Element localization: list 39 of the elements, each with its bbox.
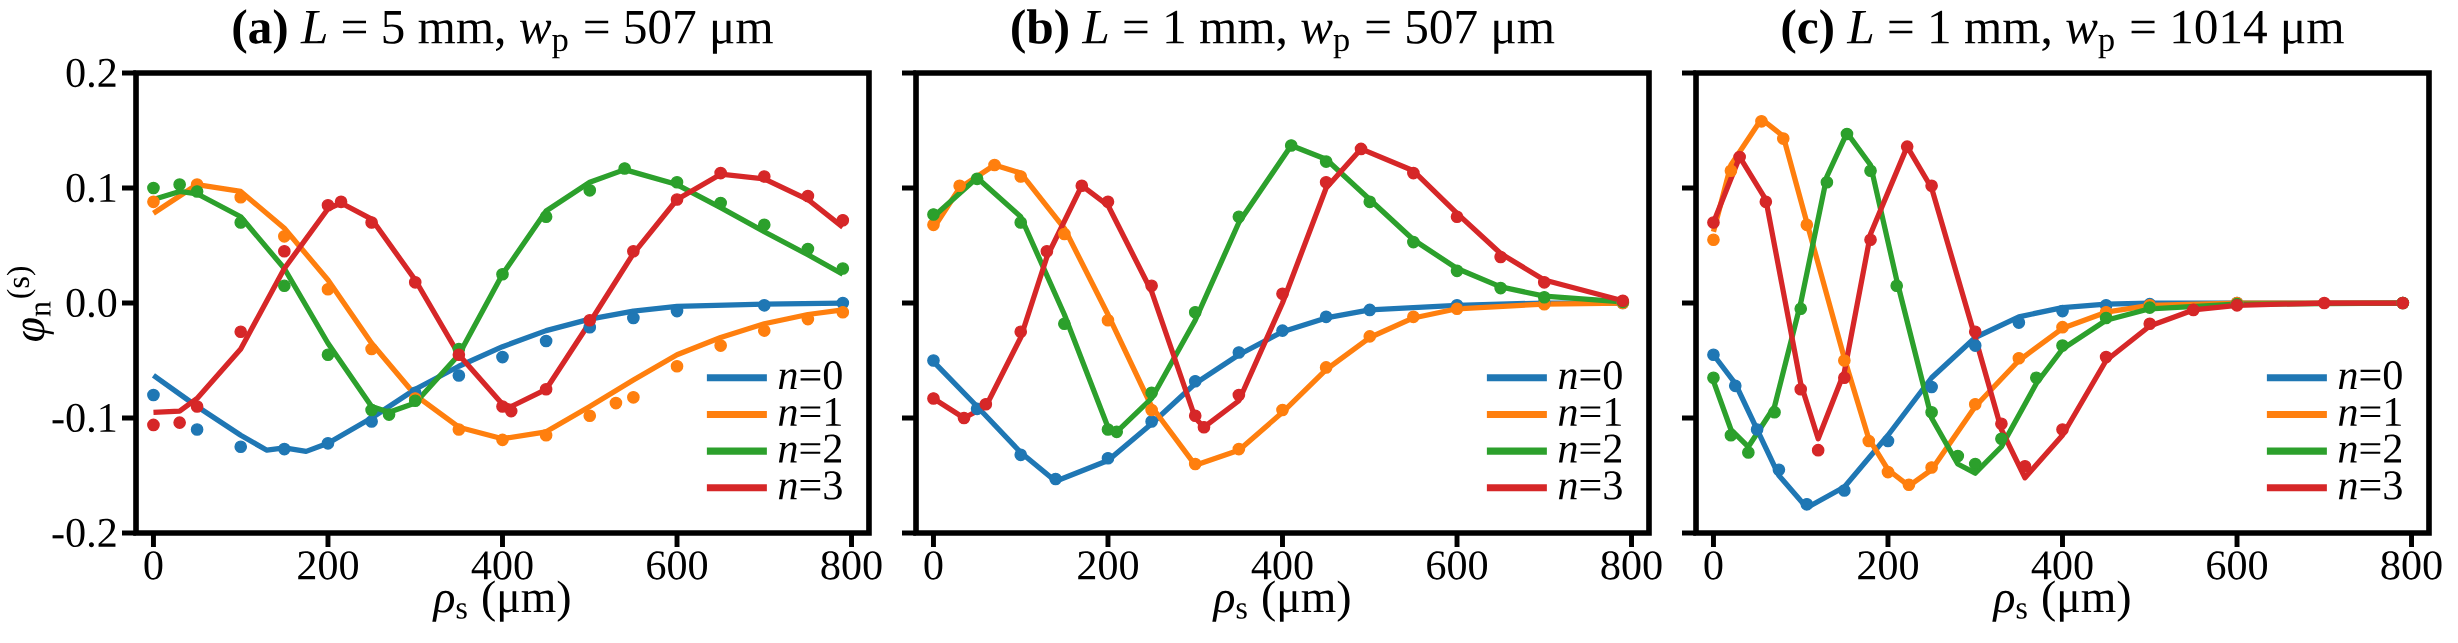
y-tick-label: 0.0	[66, 288, 117, 318]
legend-label: n=2	[778, 434, 842, 463]
legend-label: n=3	[2338, 471, 2402, 500]
x-tick-label: 400	[2031, 551, 2093, 580]
x-tick-label: 800	[821, 551, 882, 580]
legend-label: n=2	[2338, 434, 2402, 463]
x-tick-label: 400	[471, 551, 533, 580]
legend-label: n=2	[1558, 434, 1622, 463]
legend-label: n=0	[778, 361, 842, 390]
x-tick-label: 600	[647, 551, 708, 580]
x-tick-label: 200	[1078, 551, 1138, 580]
x-tick-label: 0	[144, 551, 163, 580]
x-tick-label: 800	[2381, 551, 2442, 580]
x-tick-label: 400	[1251, 551, 1313, 580]
chart-title: (b) L = 1 mm, w$_{p}$ = 507 μm	[1012, 9, 1555, 59]
legend-label: n=1	[1558, 397, 1621, 426]
x-tick-label: 600	[1427, 551, 1488, 580]
x-axis-title: ρ$_{s}$ (μm)	[432, 580, 570, 622]
x-axis-title: ρ$_{s}$ (μm)	[1212, 580, 1350, 622]
legend-label: n=3	[1558, 471, 1622, 500]
y-axis-title: φ$_{n}$(s)	[6, 266, 54, 341]
y-tick-label: 0.1	[66, 173, 116, 203]
y-tick-label: -0.1	[52, 403, 116, 433]
legend-label: n=1	[778, 397, 841, 426]
x-axis-title: ρ$_{s}$ (μm)	[1992, 580, 2130, 622]
y-tick-label: -0.2	[52, 518, 116, 548]
x-tick-label: 0	[924, 551, 943, 580]
chart-title: (c) L = 1 mm, w$_{p}$ = 1014 μm	[1782, 9, 2344, 59]
legend-label: n=1	[2338, 397, 2401, 426]
legend-label: n=0	[2338, 361, 2402, 390]
x-tick-label: 200	[298, 551, 358, 580]
legend-label: n=0	[1558, 361, 1622, 390]
x-tick-label: 0	[1704, 551, 1723, 580]
y-tick-label: 0.2	[66, 58, 116, 88]
x-tick-label: 800	[1601, 551, 1662, 580]
x-tick-label: 600	[2207, 551, 2268, 580]
chart-title: (a) L = 5 mm, w$_{p}$ = 507 μm	[233, 9, 773, 59]
legend-label: n=3	[778, 471, 842, 500]
x-tick-label: 200	[1858, 551, 1918, 580]
